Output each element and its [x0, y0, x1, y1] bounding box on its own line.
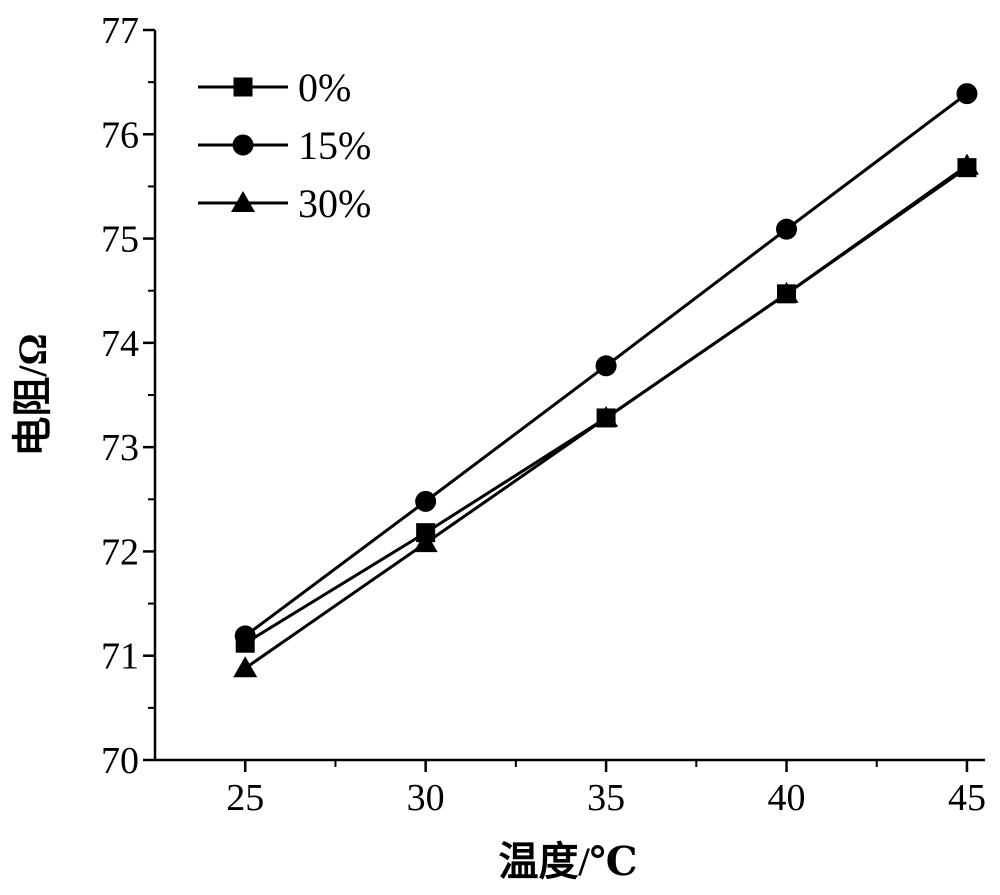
y-tick-label: 72 [101, 531, 139, 573]
x-tick-label: 25 [226, 777, 264, 819]
y-tick-label: 73 [101, 427, 139, 469]
x-axis-title: 温度/℃ [498, 839, 637, 884]
data-point-circle [956, 83, 978, 105]
series-circle [234, 83, 978, 647]
series-line [244, 166, 968, 645]
data-point-circle [595, 355, 617, 377]
y-tick-label: 76 [101, 114, 139, 156]
legend-label: 0% [298, 65, 351, 110]
y-tick-label: 70 [101, 740, 139, 782]
data-point-circle [776, 218, 798, 240]
series-square [235, 158, 977, 653]
legend-item: 30% [198, 181, 371, 226]
x-tick-label: 35 [587, 777, 625, 819]
y-tick-label: 75 [101, 219, 139, 261]
legend-item: 15% [198, 123, 371, 168]
series-layer [233, 83, 979, 678]
data-point-triangle [954, 153, 979, 175]
legend-item: 0% [198, 65, 351, 110]
data-point-triangle [233, 656, 258, 678]
x-tick-label: 45 [948, 777, 986, 819]
y-tick-label: 71 [101, 636, 139, 678]
legend-marker-square [233, 77, 253, 97]
series-triangle [233, 153, 979, 678]
data-point-circle [415, 490, 437, 512]
legend-label: 30% [298, 181, 371, 226]
y-axis-title: 电阻/Ω [10, 333, 55, 456]
x-tick-label: 30 [407, 777, 445, 819]
legend-label: 15% [298, 123, 371, 168]
x-tick-label: 40 [768, 777, 806, 819]
data-point-triangle [594, 405, 619, 427]
legend-marker-triangle [231, 191, 255, 212]
legend: 0% 15% 30% [198, 65, 371, 226]
y-tick-label: 74 [101, 323, 139, 365]
axes: 70 71 72 73 74 75 76 77 25 30 35 40 45 [101, 10, 986, 819]
data-point-triangle [774, 281, 799, 303]
data-point-circle [234, 625, 256, 647]
data-point-triangle [413, 531, 438, 553]
y-tick-label: 77 [101, 10, 139, 52]
legend-marker-circle [232, 134, 254, 156]
